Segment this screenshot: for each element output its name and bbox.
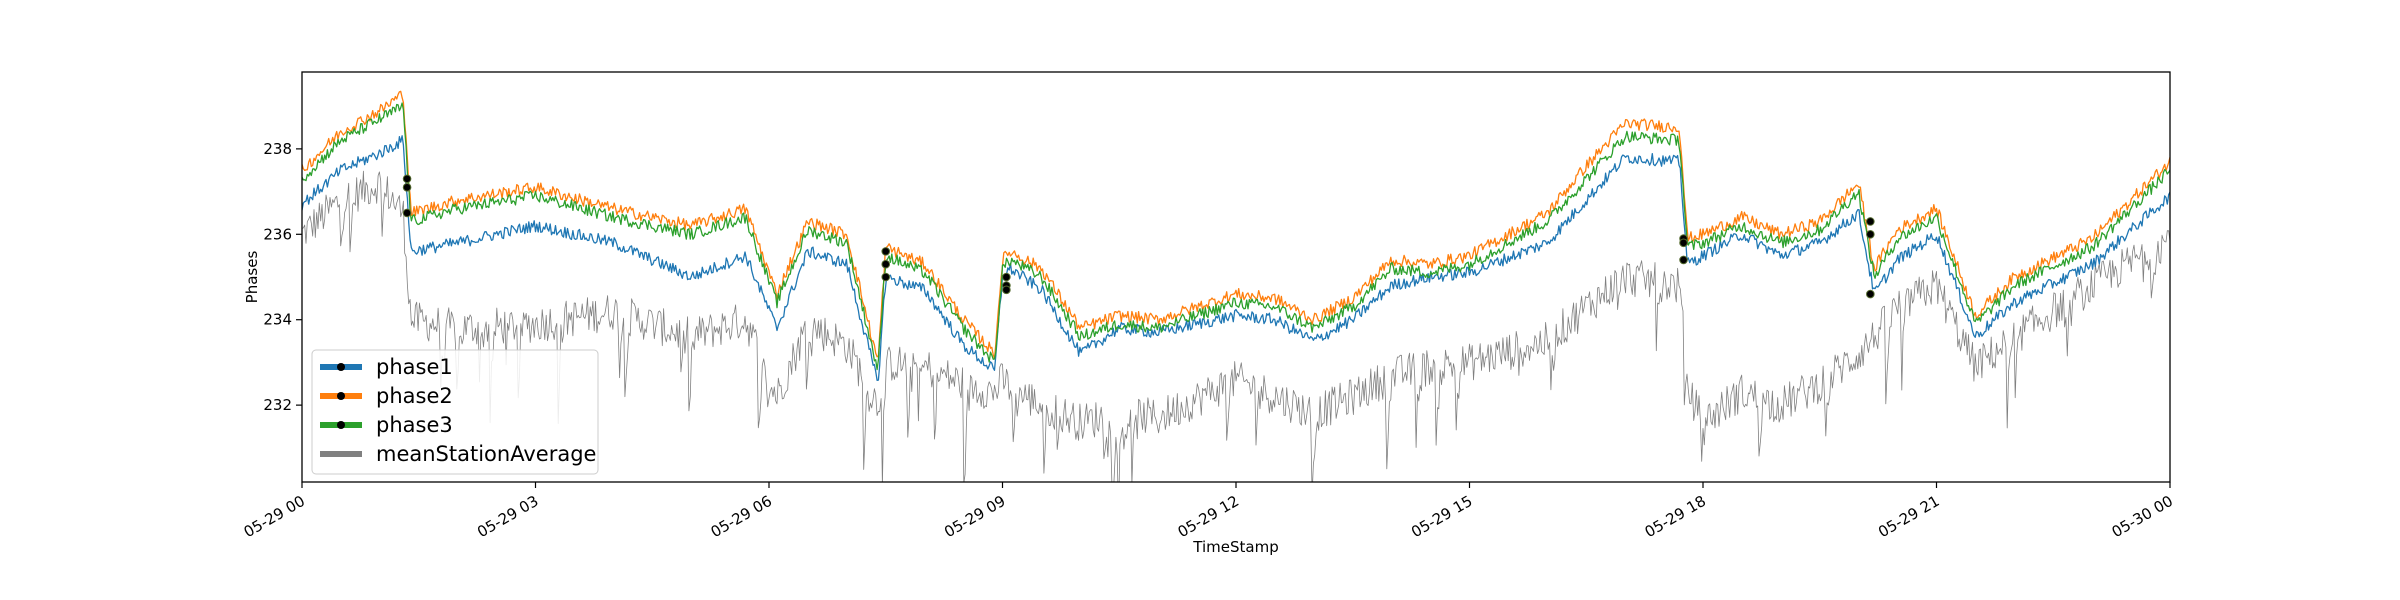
marker-phase3-0 [402,183,412,192]
x-tick-label: 05-29 15 [1408,492,1475,541]
y-tick-label: 232 [263,396,292,414]
x-tick-label: 05-29 12 [1175,492,1242,541]
legend-label-phase2: phase2 [376,384,453,408]
marker-phase3-1 [881,259,891,269]
marker-layer [402,174,1875,299]
marker-phase1-3 [1679,255,1688,265]
y-tick-label: 236 [263,225,292,243]
legend-marker-phase3 [337,421,345,429]
y-axis-label: Phases [243,251,261,304]
legend-box [311,349,599,475]
x-axis: 05-29 00 05-29 03 05-29 06 05-29 09 05-29 12… [241,482,2176,541]
legend-label-phase3: phase3 [376,413,453,437]
x-tick-label: 05-29 09 [941,492,1008,541]
marker-phase2-2 [1002,272,1011,282]
y-tick-label: 234 [263,311,292,329]
marker-phase2-0 [402,174,412,184]
x-axis-label: TimeStamp [1192,538,1278,556]
x-tick-label: 05-29 03 [474,492,541,541]
marker-phase3-3 [1679,238,1688,248]
marker-phase3-4 [1866,229,1875,239]
legend-label-meanStationAverage: meanStationAverage [376,442,596,466]
x-tick-label: 05-29 06 [708,492,775,541]
marker-phase3-2 [1002,285,1011,295]
x-tick-label: 05-29 00 [241,492,308,541]
marker-phase1-1 [881,272,891,282]
series-layer [302,90,2170,482]
series-line-meanStationAverage [302,170,2170,482]
legend-marker-phase2 [337,392,345,400]
legend-label-phase1: phase1 [376,355,453,379]
legend: phase1 phase2 phase3 meanStationAverage [311,349,599,475]
marker-phase1-0 [402,208,412,218]
marker-phase2-1 [881,247,891,256]
series-line-phase1 [302,135,2170,382]
y-tick-label: 238 [263,140,292,158]
series-line-phase3 [302,102,2170,371]
x-tick-label: 05-29 21 [1875,492,1942,541]
y-axis: 232 234 236 238 [263,140,302,414]
x-tick-label: 05-30 00 [2109,492,2176,541]
x-tick-label: 05-29 18 [1642,492,1709,541]
legend-marker-phase1 [337,363,345,371]
marker-phase2-4 [1866,217,1875,226]
marker-phase1-4 [1866,289,1875,299]
series-line-phase2 [302,90,2170,360]
